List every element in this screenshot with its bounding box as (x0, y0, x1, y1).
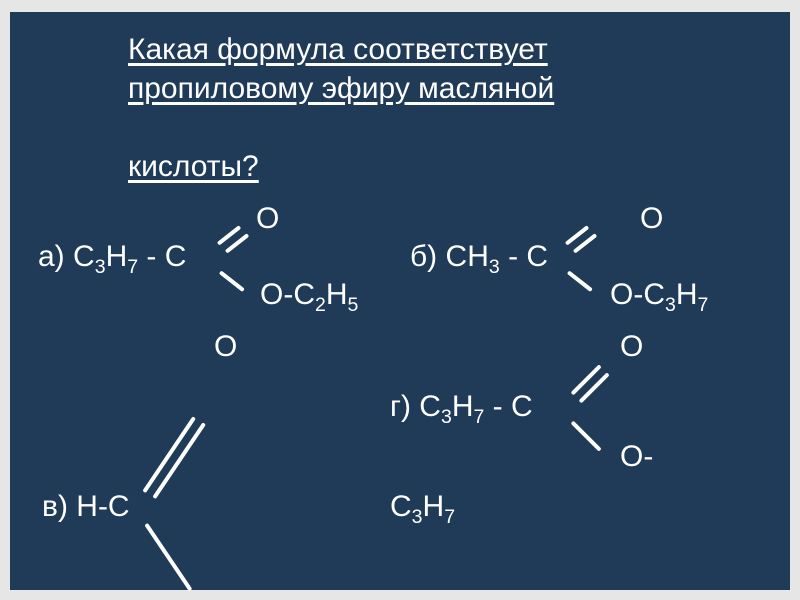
option-b-o-c3h7: O-C3H7 (610, 278, 708, 311)
option-a-o-c2h5: O-C2H5 (260, 278, 358, 311)
option-b-singlebond (567, 270, 593, 292)
option-a-sub-7: 7 (127, 256, 138, 278)
option-g-doublebond-1 (571, 364, 602, 395)
option-v-h-c: H-C (76, 490, 129, 523)
option-v-doublebond-1 (142, 416, 196, 493)
question-line-3: кислоты? (128, 150, 259, 183)
option-b-sub-3: 3 (489, 256, 500, 278)
option-g: г) C3H7 - C (390, 390, 533, 423)
option-a-oxygen-top: O (256, 202, 279, 235)
option-a-sub-3: 3 (95, 256, 106, 278)
slide: Какая формула соответствует пропиловому … (10, 12, 790, 590)
option-g-tail-s2: 7 (444, 506, 455, 528)
option-a-h: H (106, 240, 128, 273)
option-v-label: в) (42, 490, 68, 523)
question-line-1: Какая формула соответствует (128, 33, 548, 66)
option-g-tail-h: H (423, 490, 445, 523)
option-v-oxygen-top: O (214, 330, 237, 363)
option-b-ch3: CH (446, 240, 489, 273)
option-g-h: H (452, 390, 474, 423)
option-a-oc2h5-s2: 5 (348, 294, 359, 316)
option-g-c3h7: C (419, 390, 441, 423)
option-v-doublebond-2 (152, 422, 206, 499)
question-text: Какая формула соответствует пропиловому … (128, 30, 708, 186)
option-a-label: а) (38, 240, 65, 273)
option-g-o-dash: O- (620, 440, 653, 473)
option-b-label: б) (410, 240, 437, 273)
option-g-tail-c: C (390, 490, 412, 523)
option-a-dash-c: - C (138, 240, 186, 273)
question-line-2: пропиловому эфиру масляной (128, 72, 554, 105)
option-g-singlebond (571, 421, 602, 452)
option-v: в) H-C (42, 490, 130, 523)
option-b-oc3h7-pre: O-C (610, 278, 665, 311)
option-g-label: г) (390, 390, 411, 423)
option-b: б) CH3 - C (410, 240, 548, 273)
option-g-sub-3: 3 (441, 406, 452, 428)
option-a-oc2h5-mid: H (326, 278, 348, 311)
option-b-dash-c: - C (500, 240, 548, 273)
option-g-dash-c: - C (484, 390, 532, 423)
slide-outer: Какая формула соответствует пропиловому … (0, 0, 800, 600)
option-a-singlebond (219, 270, 245, 292)
option-g-tail-s1: 3 (412, 506, 423, 528)
option-b-oc3h7-s1: 3 (665, 294, 676, 316)
option-b-oc3h7-mid: H (676, 278, 698, 311)
option-a-c3h7-c: C (73, 240, 95, 273)
option-g-oxygen-top: O (620, 330, 643, 363)
option-v-singlebond (144, 523, 192, 592)
option-g-sub-7: 7 (473, 406, 484, 428)
option-a-oc2h5-pre: O-C (260, 278, 315, 311)
option-b-oxygen-top: O (640, 202, 663, 235)
option-g-c3h7-tail: C3H7 (390, 490, 455, 523)
option-b-oc3h7-s2: 7 (698, 294, 709, 316)
option-a: а) C3H7 - C (38, 240, 186, 273)
option-g-doublebond-2 (579, 372, 610, 403)
option-a-oc2h5-s1: 2 (315, 294, 326, 316)
